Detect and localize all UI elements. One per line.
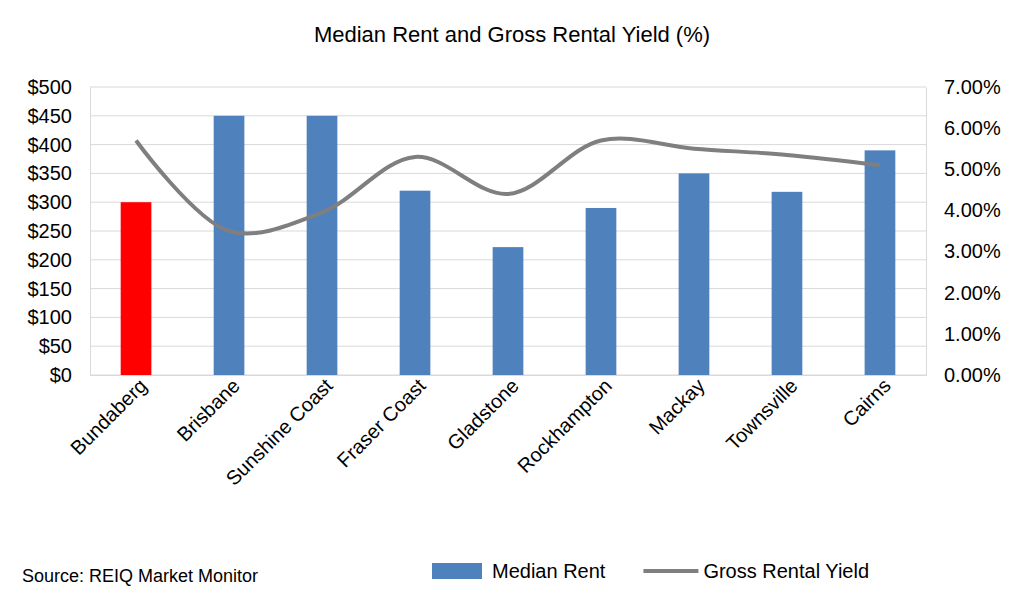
y2-tick: 4.00%	[926, 199, 1001, 221]
y2-axis: 0.00% 1.00% 2.00% 3.00% 4.00% 5.00% 6.00% 7.00%	[926, 76, 1001, 386]
bar	[121, 202, 152, 375]
y-tick-label: $300	[28, 191, 73, 213]
x-tick: Fraser Coast	[333, 374, 431, 472]
x-tick-label: Sunshine Coast	[221, 374, 337, 490]
legend-label: Median Rent	[492, 560, 606, 582]
legend-swatch	[643, 569, 698, 573]
legend-item: Gross Rental Yield	[643, 560, 869, 582]
y-tick: $100	[28, 306, 91, 328]
bar	[400, 191, 431, 375]
x-tick-label: Brisbane	[172, 374, 243, 445]
x-tick: Cairns	[838, 374, 894, 430]
y2-tick: 7.00%	[926, 76, 1001, 98]
y-axis-line	[90, 88, 91, 376]
y-tick-label: $500	[28, 76, 73, 98]
y-tick: $450	[28, 105, 91, 127]
bar	[679, 173, 710, 375]
x-tick-label: Rockhampton	[513, 374, 616, 477]
y2-tick-label: 5.00%	[944, 158, 1001, 180]
y2-tick: 6.00%	[926, 117, 1001, 139]
bar	[772, 192, 803, 375]
y-tick-label: $200	[28, 249, 73, 271]
legend: Median Rent Gross Rental Yield	[432, 560, 869, 582]
x-axis: Bundaberg BrisbaneSunshine CoastFraser Co…	[66, 374, 926, 490]
y2-tick: 0.00%	[926, 364, 1001, 386]
legend-label: Gross Rental Yield	[703, 560, 869, 582]
y-tick-label: $50	[39, 335, 72, 357]
y2-tick-label: 2.00%	[944, 282, 1001, 304]
bar	[307, 116, 338, 375]
y-tick-label: $0	[50, 364, 72, 386]
plot-area	[121, 116, 896, 375]
x-tick-label: Mackay	[645, 374, 709, 438]
x-tick: Townsville	[722, 374, 802, 454]
y-tick: $300	[28, 191, 91, 213]
y-tick-label: $400	[28, 134, 73, 156]
y-tick: $400	[28, 134, 91, 156]
line	[136, 139, 880, 234]
x-tick: Bundaberg	[66, 374, 151, 459]
y-tick: $250	[28, 220, 91, 242]
y2-tick: 3.00%	[926, 240, 1001, 262]
y2-tick: 1.00%	[926, 323, 1001, 345]
x-tick-label: Cairns	[838, 374, 894, 430]
grid-line	[90, 87, 926, 88]
y-tick-label: $100	[28, 306, 73, 328]
y-tick-label: $150	[28, 278, 73, 300]
y-tick-label: $350	[28, 162, 73, 184]
x-tick-label: Fraser Coast	[333, 374, 431, 472]
bar	[214, 116, 245, 375]
y-axis: $0 $50 $100 $150 $200 $250 $300 $350 $400 $450 $50…	[28, 76, 91, 386]
y-tick-label: $250	[28, 220, 73, 242]
y2-axis-line	[926, 88, 927, 376]
y2-tick-label: 3.00%	[944, 240, 1001, 262]
chart: Median Rent and Gross Rental Yield (%) $0…	[0, 0, 1024, 600]
source: Source: REIQ Market Monitor	[22, 566, 258, 586]
x-tick-label: Gladstone	[443, 374, 523, 454]
y-tick: $150	[28, 278, 91, 300]
x-tick-label: Townsville	[722, 374, 802, 454]
grid	[90, 87, 926, 375]
y2-tick-label: 7.00%	[944, 76, 1001, 98]
x-tick: Rockhampton	[513, 374, 616, 477]
y-tick: $200	[28, 249, 91, 271]
x-tick-label: Bundaberg	[66, 374, 151, 459]
y-tick: $500	[28, 76, 91, 98]
x-tick: Mackay	[645, 374, 709, 438]
x-tick: Sunshine Coast	[221, 374, 337, 490]
legend-item: Median Rent	[432, 560, 606, 582]
title: Median Rent and Gross Rental Yield (%)	[314, 22, 710, 47]
x-tick: Brisbane	[172, 374, 243, 445]
x-tick: Gladstone	[443, 374, 523, 454]
y2-tick-label: 6.00%	[944, 117, 1001, 139]
y2-tick-label: 0.00%	[944, 364, 1001, 386]
legend-swatch	[432, 563, 482, 579]
y2-tick: 5.00%	[926, 158, 1001, 180]
y-tick-label: $450	[28, 105, 73, 127]
bar	[493, 247, 524, 375]
y-tick: $0	[50, 364, 90, 386]
y2-tick-label: 1.00%	[944, 323, 1001, 345]
y-tick: $350	[28, 162, 91, 184]
bar	[865, 150, 896, 375]
y2-tick: 2.00%	[926, 282, 1001, 304]
y-tick: $50	[39, 335, 90, 357]
bar	[586, 208, 617, 375]
y2-tick-label: 4.00%	[944, 199, 1001, 221]
